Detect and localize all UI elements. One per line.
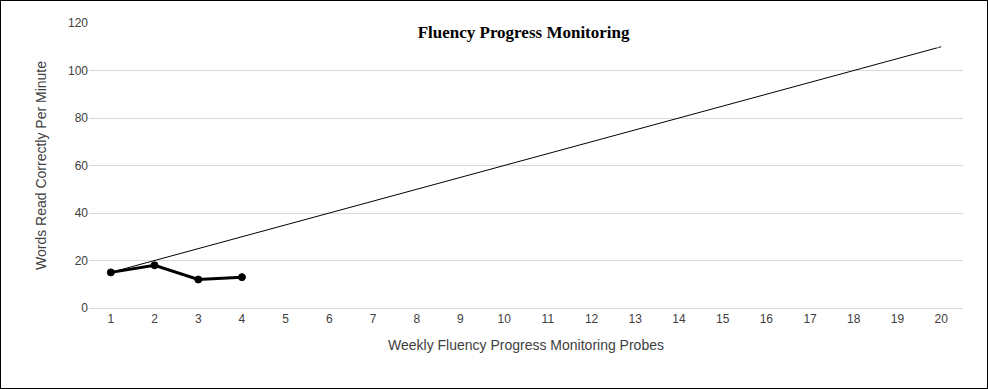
svg-text:19: 19 xyxy=(891,312,905,326)
svg-text:60: 60 xyxy=(75,159,89,173)
svg-text:18: 18 xyxy=(847,312,861,326)
svg-text:100: 100 xyxy=(68,64,88,78)
svg-text:13: 13 xyxy=(629,312,643,326)
svg-text:17: 17 xyxy=(803,312,817,326)
svg-text:120: 120 xyxy=(68,16,88,30)
svg-text:15: 15 xyxy=(716,312,730,326)
svg-text:Fluency Progress Monitoring: Fluency Progress Monitoring xyxy=(418,23,630,42)
svg-text:9: 9 xyxy=(457,312,464,326)
svg-text:2: 2 xyxy=(151,312,158,326)
svg-text:4: 4 xyxy=(239,312,246,326)
svg-text:16: 16 xyxy=(760,312,774,326)
svg-text:10: 10 xyxy=(497,312,511,326)
svg-text:20: 20 xyxy=(934,312,948,326)
svg-text:8: 8 xyxy=(413,312,420,326)
svg-text:12: 12 xyxy=(585,312,599,326)
svg-text:6: 6 xyxy=(326,312,333,326)
svg-text:20: 20 xyxy=(75,254,89,268)
svg-text:7: 7 xyxy=(370,312,377,326)
svg-text:Weekly Fluency Progress Monito: Weekly Fluency Progress Monitoring Probe… xyxy=(388,337,664,353)
svg-text:3: 3 xyxy=(195,312,202,326)
svg-text:14: 14 xyxy=(672,312,686,326)
svg-text:1: 1 xyxy=(108,312,115,326)
svg-text:0: 0 xyxy=(81,301,88,315)
svg-text:40: 40 xyxy=(75,206,89,220)
svg-text:5: 5 xyxy=(282,312,289,326)
svg-text:11: 11 xyxy=(542,312,555,326)
svg-text:Words Read Correctly Per Minut: Words Read Correctly Per Minute xyxy=(33,61,49,270)
svg-text:80: 80 xyxy=(75,111,89,125)
